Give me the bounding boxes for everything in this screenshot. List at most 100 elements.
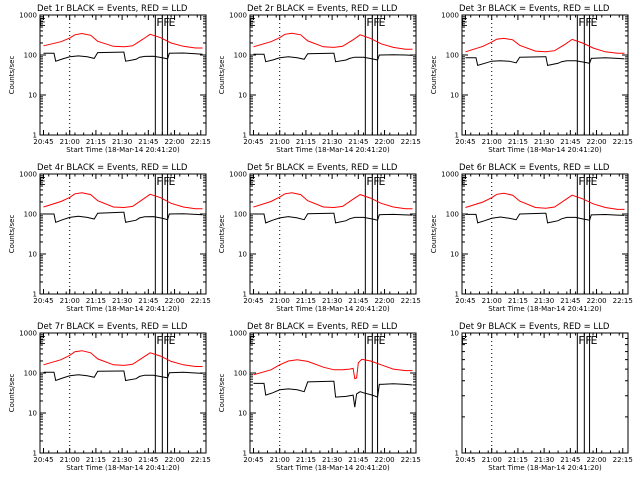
lld-series-line bbox=[465, 192, 625, 210]
x-tick-label: 21:30 bbox=[534, 297, 554, 305]
x-tick-label: 22:15 bbox=[613, 456, 633, 464]
event-marker-label: E bbox=[39, 175, 46, 188]
x-tick-label: 22:15 bbox=[191, 297, 211, 305]
events-series-line bbox=[253, 212, 413, 224]
event-marker-label: E bbox=[169, 16, 176, 29]
event-marker-label: E bbox=[39, 16, 46, 29]
x-tick-label: 21:45 bbox=[138, 456, 158, 464]
y-axis-label: Counts/sec bbox=[218, 374, 226, 413]
event-marker-label: F bbox=[163, 16, 169, 29]
x-tick-label: 21:30 bbox=[534, 456, 554, 464]
x-tick-label: 22:15 bbox=[191, 138, 211, 146]
events-series-line bbox=[465, 56, 625, 67]
y-tick-label: 1000 bbox=[441, 171, 459, 179]
lld-series-line bbox=[465, 37, 625, 54]
x-tick-label: 21:30 bbox=[322, 138, 342, 146]
lld-series-line bbox=[43, 192, 203, 210]
event-marker-label: F bbox=[578, 175, 584, 188]
x-tick-label: 21:15 bbox=[296, 138, 316, 146]
y-tick-label: 1 bbox=[455, 291, 459, 299]
event-marker-label: F bbox=[585, 16, 591, 29]
x-tick-label: 21:15 bbox=[508, 297, 528, 305]
y-tick-label: 100 bbox=[446, 211, 459, 219]
x-tick-label: 21:45 bbox=[348, 297, 368, 305]
x-axis-label: Start Time (18-Mar-14 20:41:20) bbox=[66, 464, 180, 472]
event-marker-label: E bbox=[169, 334, 176, 347]
y-tick-label: 10 bbox=[28, 251, 37, 259]
x-tick-label: 21:15 bbox=[86, 138, 106, 146]
x-tick-label: 20:45 bbox=[33, 297, 53, 305]
x-tick-label: 21:00 bbox=[482, 138, 502, 146]
x-axis-label: Start Time (18-Mar-14 20:41:20) bbox=[66, 305, 180, 313]
plot-area bbox=[253, 15, 413, 135]
y-tick-label: 10 bbox=[28, 410, 37, 418]
panel-title: Det 7r BLACK = Events, RED = LLD bbox=[37, 322, 188, 332]
x-tick-label: 21:45 bbox=[138, 297, 158, 305]
event-marker-label: F bbox=[156, 175, 162, 188]
event-marker-label: E bbox=[169, 175, 176, 188]
event-marker-label: F bbox=[578, 334, 584, 347]
events-series-line bbox=[43, 51, 203, 62]
event-marker-label: E bbox=[379, 16, 386, 29]
x-tick-label: 21:30 bbox=[534, 138, 554, 146]
event-marker-label: E bbox=[461, 16, 468, 29]
panel-title: Det 4r BLACK = Events, RED = LLD bbox=[37, 163, 188, 173]
x-tick-label: 21:15 bbox=[86, 456, 106, 464]
plot-frame bbox=[39, 14, 207, 136]
x-tick-label: 22:00 bbox=[164, 138, 184, 146]
plot-frame bbox=[461, 173, 629, 295]
y-tick-label: 100 bbox=[234, 211, 247, 219]
event-marker-label: E bbox=[379, 175, 386, 188]
y-tick-label: 100 bbox=[234, 370, 247, 378]
y-tick-label: 1 bbox=[455, 132, 459, 140]
event-marker-label: F bbox=[163, 175, 169, 188]
plot-frame bbox=[249, 14, 417, 136]
plot-area bbox=[43, 174, 203, 294]
event-marker-label: E bbox=[461, 175, 468, 188]
y-tick-label: 100 bbox=[24, 370, 37, 378]
y-tick-label: 10 bbox=[238, 92, 247, 100]
y-axis-label: Counts/sec bbox=[430, 215, 438, 254]
x-tick-label: 20:45 bbox=[243, 456, 263, 464]
x-axis-label: Start Time (18-Mar-14 20:41:20) bbox=[488, 305, 602, 313]
x-tick-label: 22:15 bbox=[401, 297, 421, 305]
y-tick-label: 1000 bbox=[229, 330, 247, 338]
y-tick-label: 1000 bbox=[441, 12, 459, 20]
x-tick-label: 21:45 bbox=[348, 456, 368, 464]
plot-frame bbox=[249, 332, 417, 454]
y-tick-label: 1 bbox=[243, 132, 247, 140]
x-tick-label: 21:15 bbox=[508, 456, 528, 464]
x-tick-label: 22:15 bbox=[613, 297, 633, 305]
x-tick-label: 20:45 bbox=[455, 138, 475, 146]
y-axis-label: Counts/sec bbox=[8, 374, 16, 413]
x-tick-label: 21:00 bbox=[270, 297, 290, 305]
events-series-line bbox=[253, 380, 413, 408]
panel-title: Det 1r BLACK = Events, RED = LLD bbox=[37, 4, 188, 14]
x-tick-label: 21:15 bbox=[508, 138, 528, 146]
y-tick-label: 10 bbox=[450, 92, 459, 100]
x-tick-label: 22:00 bbox=[586, 297, 606, 305]
plot-frame bbox=[461, 14, 629, 136]
y-axis-label: Counts/sec bbox=[218, 215, 226, 254]
plot-area bbox=[491, 333, 591, 453]
events-series-line bbox=[43, 370, 203, 382]
panel-title: Det 9r BLACK = Events, RED = LLD bbox=[459, 322, 610, 332]
y-axis-label: Counts/sec bbox=[8, 56, 16, 95]
plot-frame bbox=[249, 173, 417, 295]
x-tick-label: 22:00 bbox=[374, 456, 394, 464]
plot-area bbox=[253, 333, 413, 453]
x-tick-label: 21:00 bbox=[60, 138, 80, 146]
lld-series-line bbox=[43, 350, 203, 367]
event-marker-label: F bbox=[366, 16, 372, 29]
event-marker-label: F bbox=[585, 334, 591, 347]
event-marker-label: E bbox=[379, 334, 386, 347]
panel-title: Det 2r BLACK = Events, RED = LLD bbox=[247, 4, 398, 14]
x-axis-label: Start Time (18-Mar-14 20:41:20) bbox=[488, 464, 602, 472]
y-tick-label: 1 bbox=[243, 450, 247, 458]
event-marker-label: E bbox=[591, 334, 598, 347]
